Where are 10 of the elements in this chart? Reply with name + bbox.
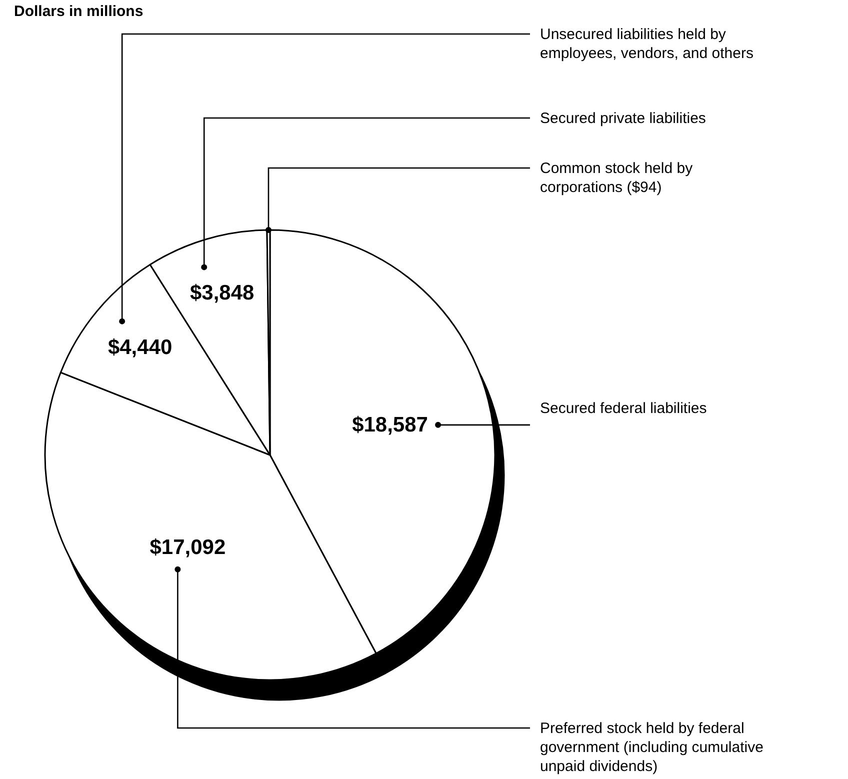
- data-label: $17,092: [150, 536, 226, 559]
- data-label: $4,440: [108, 336, 172, 359]
- chart-title: Dollars in millions: [14, 3, 144, 20]
- slice-label: Common stock held by corporations ($94): [540, 160, 694, 196]
- data-label: $18,587: [352, 413, 428, 436]
- slice-label: Unsecured liabilities held by employees, vendors, and others: [540, 26, 754, 62]
- slice-label: Secured private liabilities: [540, 110, 706, 126]
- slice-label: Secured federal liabilities: [540, 400, 707, 416]
- slice-label: Preferred stock held by federal government (including cumulative unpaid dividends): [540, 720, 764, 774]
- data-label: $3,848: [190, 282, 255, 305]
